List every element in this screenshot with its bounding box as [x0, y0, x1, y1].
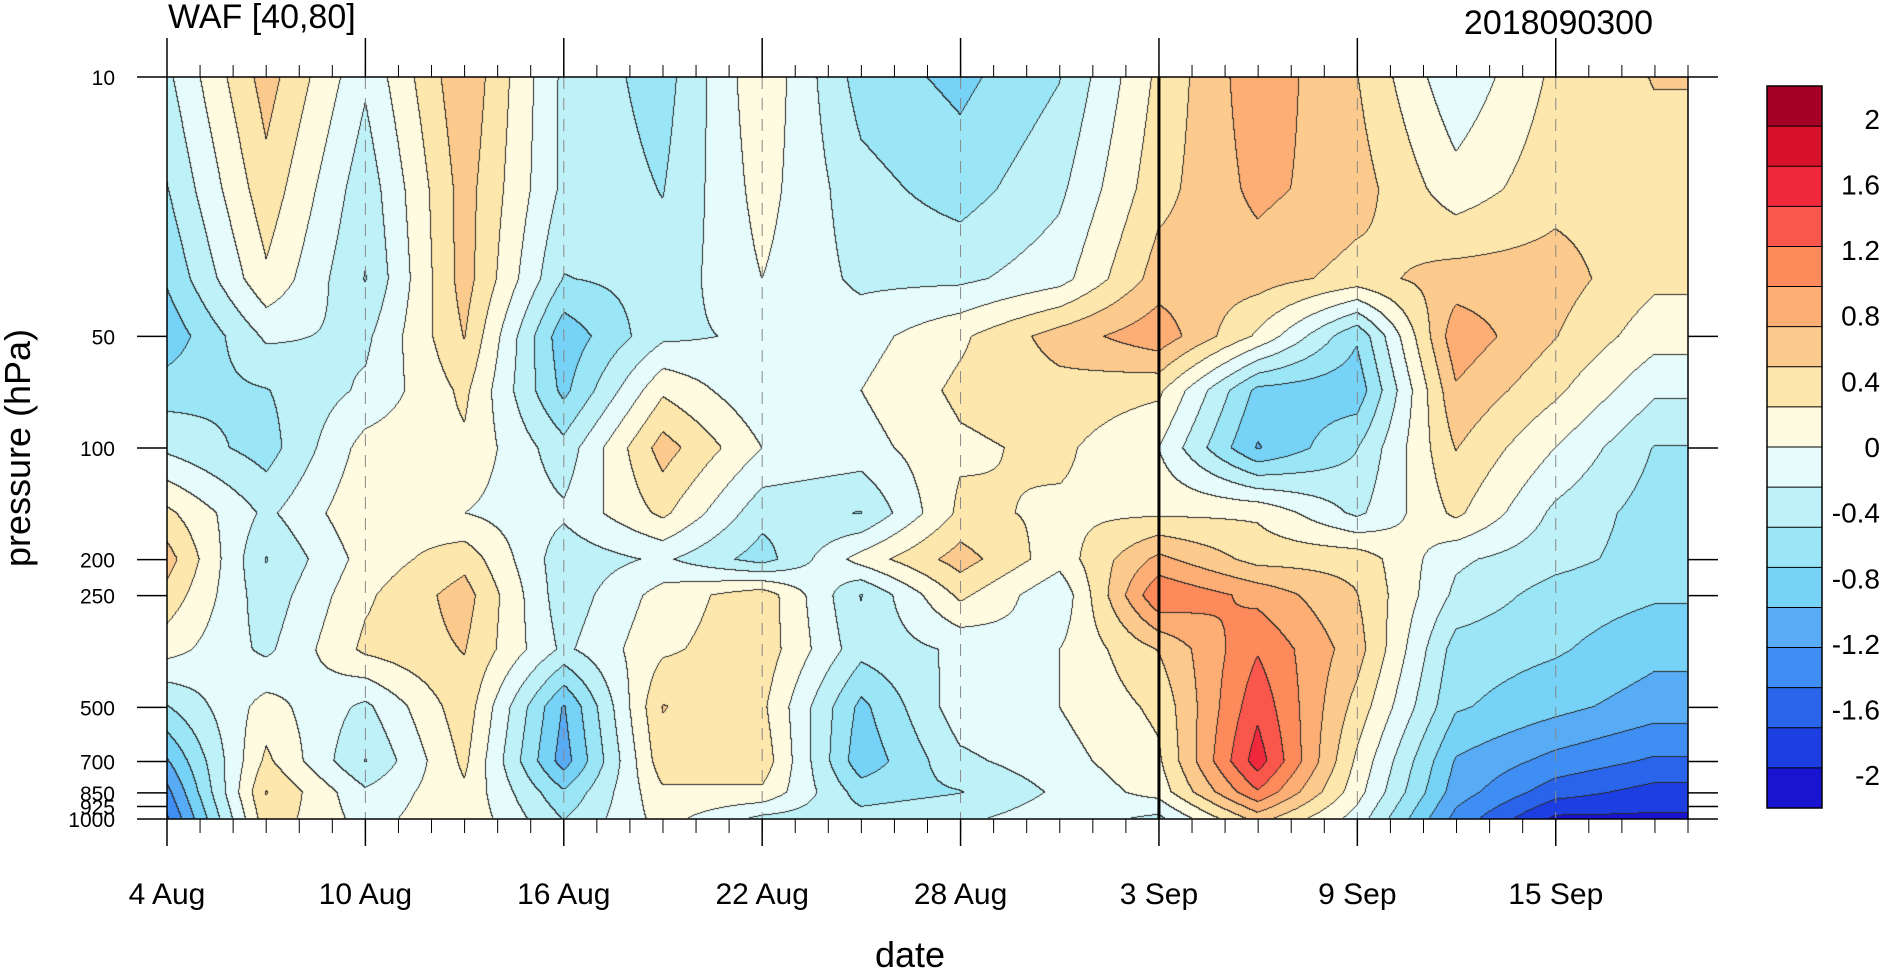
y-tick-label: 250: [80, 586, 115, 609]
y-tick-label: 700: [80, 752, 115, 775]
colorbar-label: -0.8: [1832, 563, 1880, 594]
y-tick-label: 50: [92, 326, 115, 349]
plot-area: [166, 76, 1689, 820]
colorbar-swatch: [1767, 86, 1822, 127]
colorbar-swatch: [1767, 767, 1822, 809]
x-tick-label: 15 Sep: [1508, 878, 1603, 911]
contour-field: [167, 77, 1688, 819]
colorbar-swatch: [1767, 647, 1822, 689]
y-tick-label: 100: [80, 438, 115, 461]
y-tick-label: 925: [80, 796, 115, 819]
colorbar-swatch: [1767, 326, 1822, 368]
x-tick-label: 3 Sep: [1120, 878, 1198, 911]
colorbar-swatch: [1767, 567, 1822, 608]
colorbar-swatch: [1767, 286, 1822, 328]
colorbar-label: 2: [1864, 104, 1880, 135]
colorbar-swatch: [1767, 527, 1822, 568]
colorbar-swatch: [1767, 246, 1822, 288]
chart-title-right: 2018090300: [1464, 4, 1653, 42]
colorbar-swatch: [1767, 126, 1822, 167]
colorbar-swatch: [1767, 166, 1822, 207]
colorbar-swatch: [1767, 687, 1822, 729]
colorbar-label: -0.4: [1832, 498, 1880, 529]
colorbar-label: -2: [1855, 760, 1880, 791]
colorbar: 2 1.6 1.2 0.8 0.4 0 -0.4 -0.8 -1.2 -1.6 -2: [1766, 85, 1880, 809]
x-tick-label: 9 Sep: [1318, 878, 1396, 911]
y-tick-label: 10: [92, 67, 115, 90]
colorbar-label: 1.2: [1841, 235, 1880, 266]
colorbar-swatch: [1767, 447, 1822, 488]
y-tick-label: 500: [80, 697, 115, 720]
colorbar-label: 0: [1864, 432, 1880, 463]
y-tick-label: 200: [80, 550, 115, 573]
x-tick-label: 10 Aug: [319, 878, 412, 911]
y-axis-label: pressure (hPa): [0, 329, 38, 567]
colorbar-label: 0.8: [1841, 301, 1880, 332]
colorbar-swatch: [1767, 206, 1822, 247]
colorbar-label: -1.6: [1832, 695, 1880, 726]
chart-title-left: WAF [40,80]: [168, 0, 356, 36]
colorbar-swatch: [1767, 406, 1822, 448]
x-axis-label: date: [875, 934, 945, 969]
colorbar-swatch: [1767, 607, 1822, 649]
x-tick-label: 22 Aug: [715, 878, 808, 911]
colorbar-frame: [1766, 85, 1823, 809]
x-tick-label: 16 Aug: [517, 878, 610, 911]
colorbar-swatch: [1767, 487, 1822, 528]
colorbar-swatch: [1767, 366, 1822, 408]
colorbar-label: 0.4: [1841, 366, 1880, 397]
colorbar-label: -1.2: [1832, 629, 1880, 660]
x-tick-label: 4 Aug: [129, 878, 206, 911]
x-tick-label: 28 Aug: [914, 878, 1007, 911]
colorbar-swatch: [1767, 727, 1822, 769]
y-tick-label: 1000: [68, 809, 115, 832]
y-tick-label: 850: [80, 783, 115, 806]
colorbar-label: 1.6: [1841, 169, 1880, 200]
x-axis: 4 Aug 10 Aug 16 Aug 22 Aug 28 Aug 3 Sep 9 Sep 1…: [129, 38, 1689, 911]
